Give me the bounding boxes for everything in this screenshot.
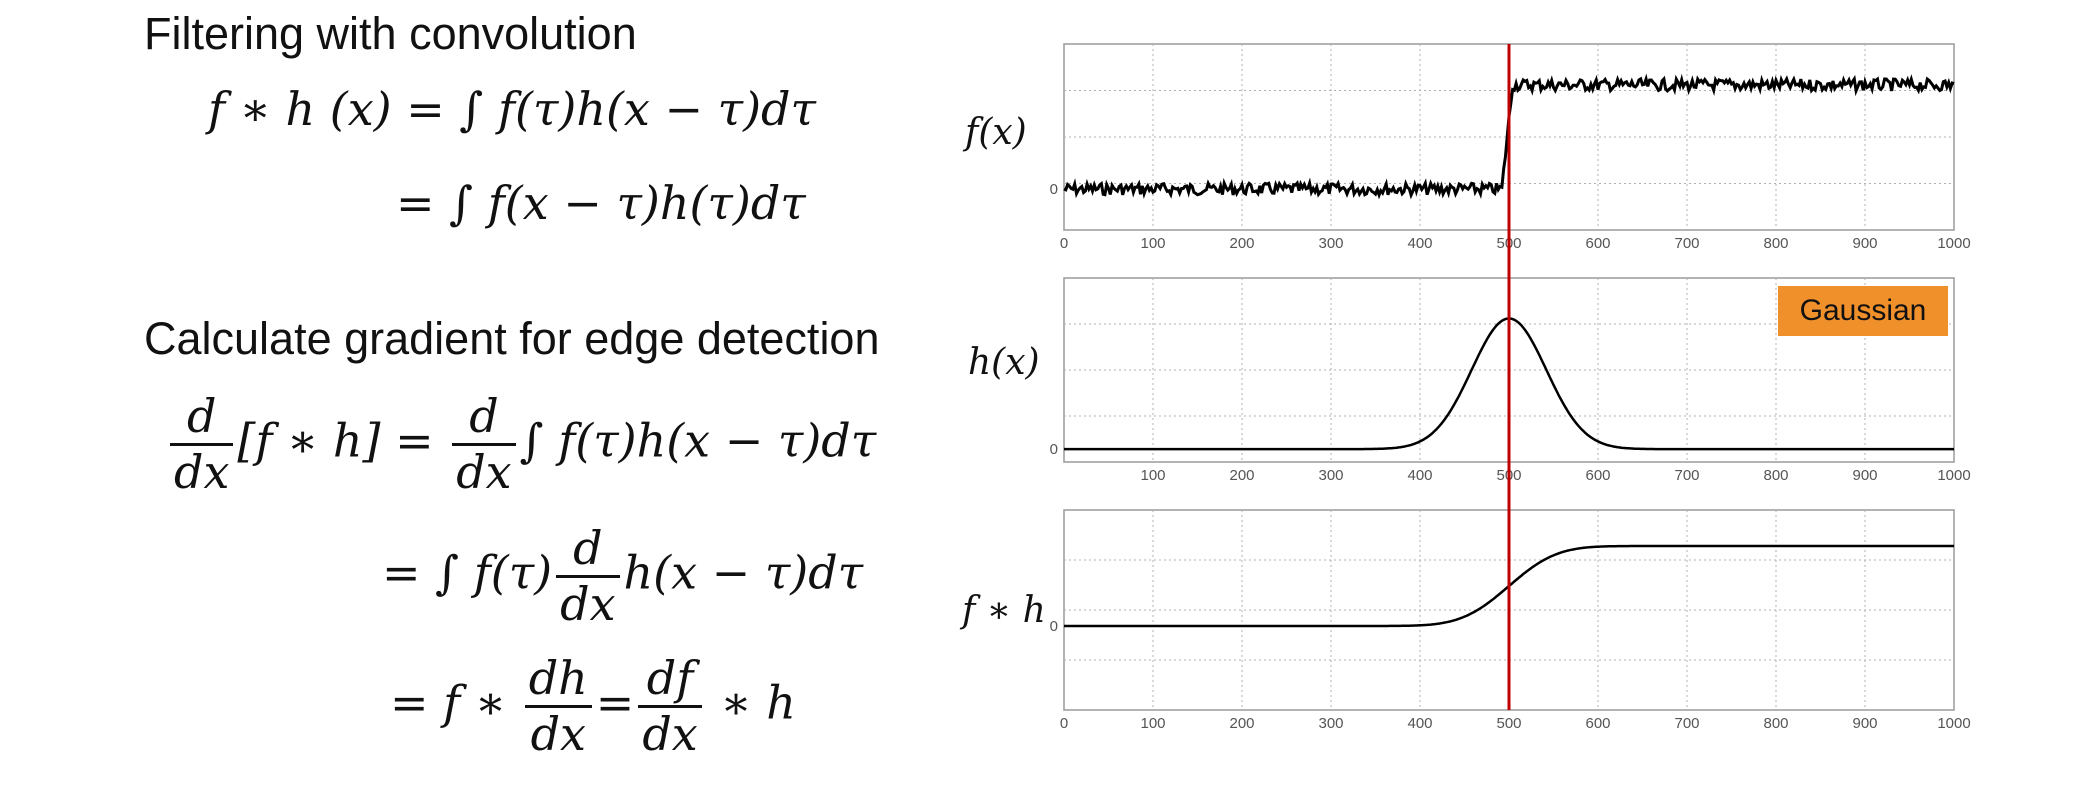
- x-tick-label: 200: [1229, 715, 1254, 732]
- gradient-equation-line2: = ∫ f(τ) d dx h(x − τ)dτ: [382, 521, 864, 631]
- x-tick-label: 600: [1585, 715, 1610, 732]
- x-tick-label: 400: [1407, 715, 1432, 732]
- x-tick-label: 700: [1674, 235, 1699, 252]
- x-tick-label: 500: [1496, 715, 1521, 732]
- gradient-equation-line1: d dx [f ∗ h] = d dx ∫ f(τ)h(x − τ)dτ: [166, 390, 876, 499]
- y-tick-label: 0: [1050, 441, 1058, 458]
- x-tick-label: 200: [1229, 235, 1254, 252]
- gradient-heading: Calculate gradient for edge detection: [144, 313, 880, 364]
- x-tick-label: 200: [1229, 467, 1254, 484]
- convolution-equation-line2: = ∫ f(x − τ)h(τ)dτ: [396, 176, 806, 230]
- x-tick-label: 900: [1852, 467, 1877, 484]
- x-tick-label: 800: [1763, 715, 1788, 732]
- x-tick-label: 700: [1674, 715, 1699, 732]
- gaussian-legend-label: Gaussian: [1800, 294, 1927, 327]
- x-tick-label: 400: [1407, 467, 1432, 484]
- x-tick-label: 800: [1763, 467, 1788, 484]
- fh-axis-label: f ∗ h: [962, 590, 1046, 631]
- x-tick-label: 0: [1060, 235, 1068, 252]
- x-tick-label: 1000: [1937, 235, 1970, 252]
- x-tick-label: 100: [1140, 715, 1165, 732]
- x-tick-label: 600: [1585, 235, 1610, 252]
- x-tick-label: 400: [1407, 235, 1432, 252]
- x-tick-label: 1000: [1937, 467, 1970, 484]
- x-tick-label: 100: [1140, 467, 1165, 484]
- convolution-heading: Filtering with convolution: [144, 8, 637, 59]
- x-tick-label: 900: [1852, 715, 1877, 732]
- x-tick-label: 700: [1674, 467, 1699, 484]
- x-tick-label: 100: [1140, 235, 1165, 252]
- x-tick-label: 300: [1318, 715, 1343, 732]
- x-tick-label: 1000: [1937, 715, 1970, 732]
- x-tick-label: 800: [1763, 235, 1788, 252]
- fx-axis-label: f(x): [965, 112, 1027, 153]
- gradient-equation-line3: = f ∗ dh dx = df dx ∗ h: [390, 651, 796, 761]
- x-tick-label: 600: [1585, 467, 1610, 484]
- x-tick-label: 300: [1318, 235, 1343, 252]
- x-tick-label: 900: [1852, 235, 1877, 252]
- convolution-equation-line1: f ∗ h (x) = ∫ f(τ)h(x − τ)dτ: [208, 82, 816, 136]
- x-tick-label: 300: [1318, 467, 1343, 484]
- plot-stack: 0100200300400500600700800900100001002003…: [1050, 43, 1971, 732]
- x-tick-label: 0: [1060, 715, 1068, 732]
- gaussian-legend-badge: [1778, 286, 1948, 336]
- hx-axis-label: h(x): [968, 342, 1040, 383]
- y-tick-label: 0: [1050, 181, 1058, 198]
- y-tick-label: 0: [1050, 618, 1058, 635]
